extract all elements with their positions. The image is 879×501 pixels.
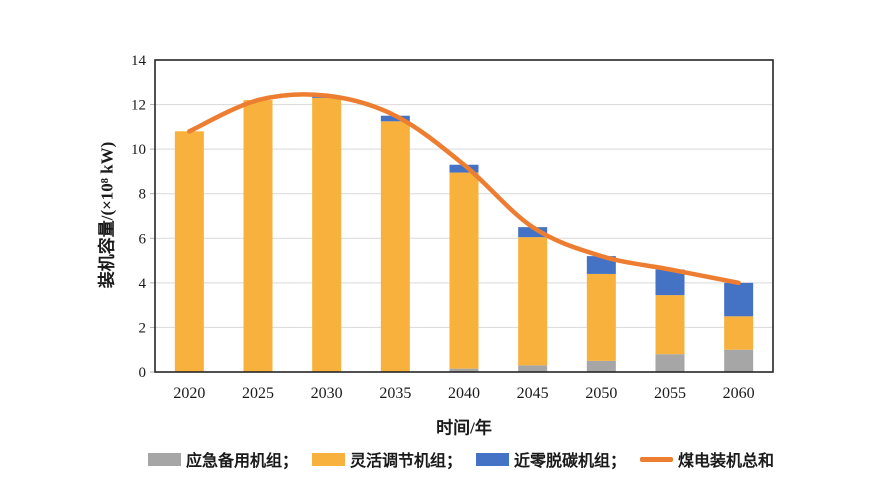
bar-segment-近零脱碳机组-2055 — [655, 269, 685, 296]
bar-segment-灵活调节机组-2045 — [518, 237, 548, 366]
x-tick-label: 2020 — [173, 385, 205, 402]
legend-label: 应急备用机组； — [186, 453, 299, 470]
x-tick-label: 2040 — [448, 385, 480, 402]
bar-segment-灵活调节机组-2060 — [724, 316, 754, 350]
x-tick-label: 2030 — [311, 385, 343, 402]
orange-line-swatch-icon — [640, 456, 674, 462]
bar-segment-近零脱碳机组-2045 — [518, 227, 548, 238]
bar-segment-灵活调节机组-2055 — [655, 295, 685, 355]
legend-item-emergency-backup-units: 应急备用机组； — [148, 447, 298, 471]
bar-segment-近零脱碳机组-2050 — [586, 256, 616, 274]
y-tick-label: 12 — [131, 98, 146, 114]
x-tick-label: 2060 — [723, 385, 755, 402]
bar-segment-灵活调节机组-2020 — [174, 131, 204, 372]
bar-segment-应急备用机组-2040 — [449, 368, 479, 372]
bar-segment-近零脱碳机组-2060 — [724, 282, 754, 317]
x-tick-label: 2025 — [242, 385, 274, 402]
y-tick-label: 2 — [139, 320, 147, 336]
plot-border — [154, 59, 774, 373]
y-axis-title: 装机容量/(×10⁸ kW) — [97, 141, 117, 289]
x-tick-label: 2035 — [379, 385, 411, 402]
yellow-bar-swatch-icon — [312, 452, 346, 466]
x-tick-label: 2055 — [654, 385, 686, 402]
bar-segment-灵活调节机组-2035 — [380, 121, 410, 373]
legend-label: 近零脱碳机组； — [514, 453, 627, 470]
legend-label: 煤电装机总和 — [678, 453, 775, 470]
chart-legend: 应急备用机组； 灵活调节机组； 近零脱碳机组； 煤电装机总和 — [148, 447, 774, 471]
bar-segment-灵活调节机组-2040 — [449, 172, 479, 369]
bar-segment-灵活调节机组-2030 — [312, 97, 342, 372]
y-tick-label: 4 — [139, 276, 147, 292]
legend-item-coal-power-total: 煤电装机总和 — [640, 447, 774, 471]
bar-segment-灵活调节机组-2025 — [243, 100, 273, 372]
bar-segment-应急备用机组-2055 — [655, 354, 685, 372]
bar-segment-灵活调节机组-2050 — [586, 273, 616, 361]
y-tick-label: 6 — [139, 231, 147, 247]
gray-bar-swatch-icon — [148, 452, 181, 466]
bar-segment-近零脱碳机组-2040 — [449, 164, 479, 173]
legend-label: 灵活调节机组； — [350, 453, 463, 470]
y-tick-label: 10 — [131, 142, 146, 158]
bar-segment-近零脱碳机组-2035 — [380, 115, 410, 122]
x-axis-title: 时间/年 — [436, 418, 492, 438]
total-line-煤电装机总和 — [187, 92, 741, 286]
blue-bar-swatch-icon — [476, 452, 510, 466]
y-tick-label: 8 — [139, 187, 147, 203]
bar-segment-应急备用机组-2050 — [586, 360, 616, 372]
legend-item-flexible-regulation-units: 灵活调节机组； — [312, 447, 462, 471]
y-tick-label: 14 — [131, 53, 147, 69]
bar-segment-应急备用机组-2060 — [724, 349, 754, 372]
x-tick-label: 2045 — [517, 385, 549, 402]
y-tick-label: 0 — [139, 365, 147, 381]
x-tick-label: 2050 — [585, 385, 617, 402]
bar-segment-应急备用机组-2045 — [518, 365, 548, 372]
legend-item-near-zero-decarbonized-units: 近零脱碳机组； — [476, 447, 626, 471]
